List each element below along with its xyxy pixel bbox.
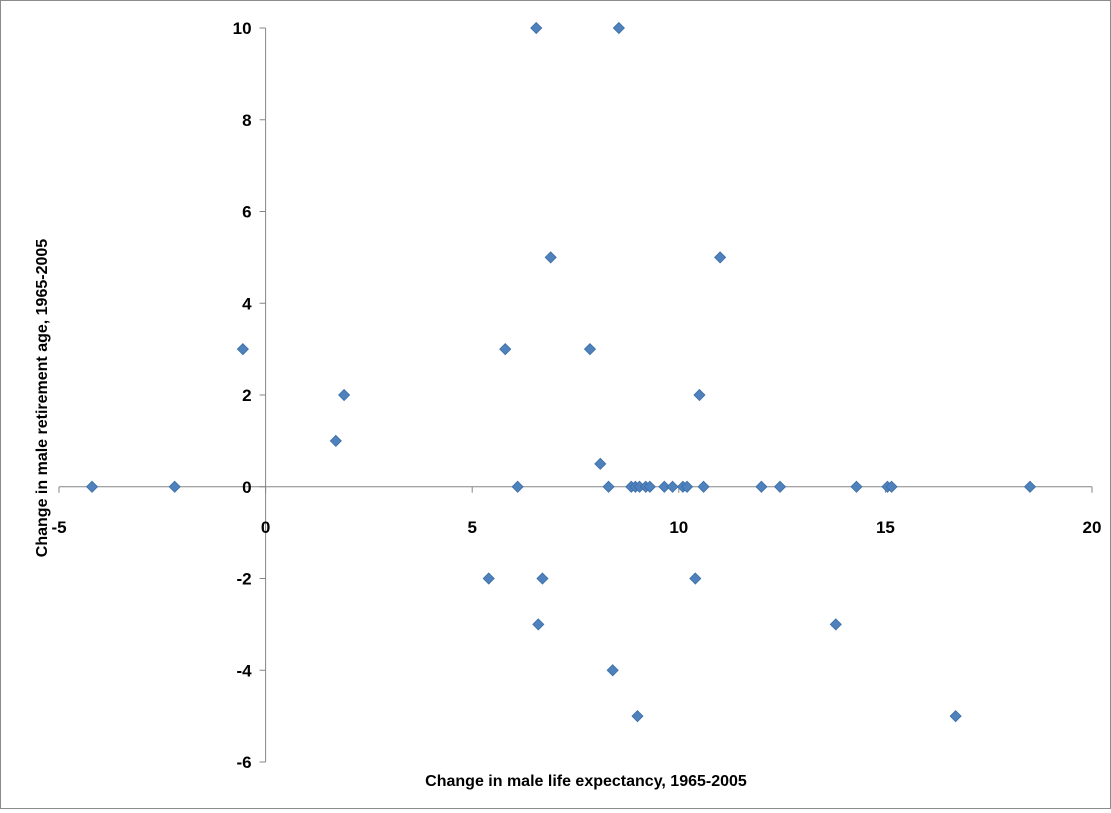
data-point — [643, 480, 656, 493]
y-axis-title: Change in male retirement age, 1965-2005 — [34, 239, 51, 557]
y-tick-label: 8 — [242, 111, 251, 130]
data-point — [885, 480, 898, 493]
x-tick-label: 20 — [1083, 518, 1102, 537]
x-tick-label: 15 — [876, 518, 895, 537]
data-point — [329, 434, 342, 447]
x-tick-label: -5 — [51, 518, 66, 537]
data-points — [85, 21, 1037, 723]
data-point — [666, 480, 679, 493]
y-tick-label: -4 — [236, 661, 252, 680]
data-point — [168, 480, 181, 493]
data-point — [536, 572, 549, 585]
y-tick-label: -6 — [236, 753, 251, 772]
data-point — [680, 480, 694, 493]
data-point — [544, 251, 557, 264]
data-point — [236, 343, 249, 356]
data-point — [338, 388, 351, 402]
y-tick-label: 2 — [242, 386, 251, 405]
y-tick-label: 6 — [242, 203, 251, 222]
data-point — [693, 388, 706, 402]
data-point — [594, 457, 607, 470]
data-point — [482, 572, 495, 585]
data-point — [658, 480, 671, 493]
data-point — [85, 480, 99, 493]
x-axis-title: Change in male life expectancy, 1965-200… — [425, 773, 747, 790]
data-point — [714, 251, 727, 264]
data-point — [499, 343, 512, 356]
data-point — [532, 618, 545, 631]
y-tick-label: 10 — [233, 19, 252, 38]
data-point — [583, 343, 597, 356]
data-point — [850, 480, 863, 493]
tick-labels: -5 0 5 10 15 20 -6 -4 -2 0 2 4 6 8 10 — [51, 19, 1101, 772]
data-point — [755, 480, 768, 493]
data-point — [773, 480, 787, 493]
x-tick-label: 10 — [669, 518, 688, 537]
data-point — [697, 480, 710, 493]
data-point — [949, 710, 962, 723]
data-point — [829, 618, 842, 631]
y-tick-label: 4 — [242, 294, 252, 313]
axes — [58, 27, 1093, 763]
data-point — [530, 21, 543, 35]
data-point — [612, 21, 625, 35]
data-point — [606, 664, 619, 677]
data-point — [1023, 480, 1037, 493]
y-tick-label: -2 — [236, 570, 251, 589]
y-tick-label: 0 — [242, 478, 251, 497]
data-point — [511, 480, 524, 493]
x-tick-label: 0 — [261, 518, 270, 537]
data-point — [602, 480, 615, 493]
data-point — [689, 572, 702, 585]
x-tick-label: 5 — [467, 518, 476, 537]
data-point — [631, 710, 644, 723]
